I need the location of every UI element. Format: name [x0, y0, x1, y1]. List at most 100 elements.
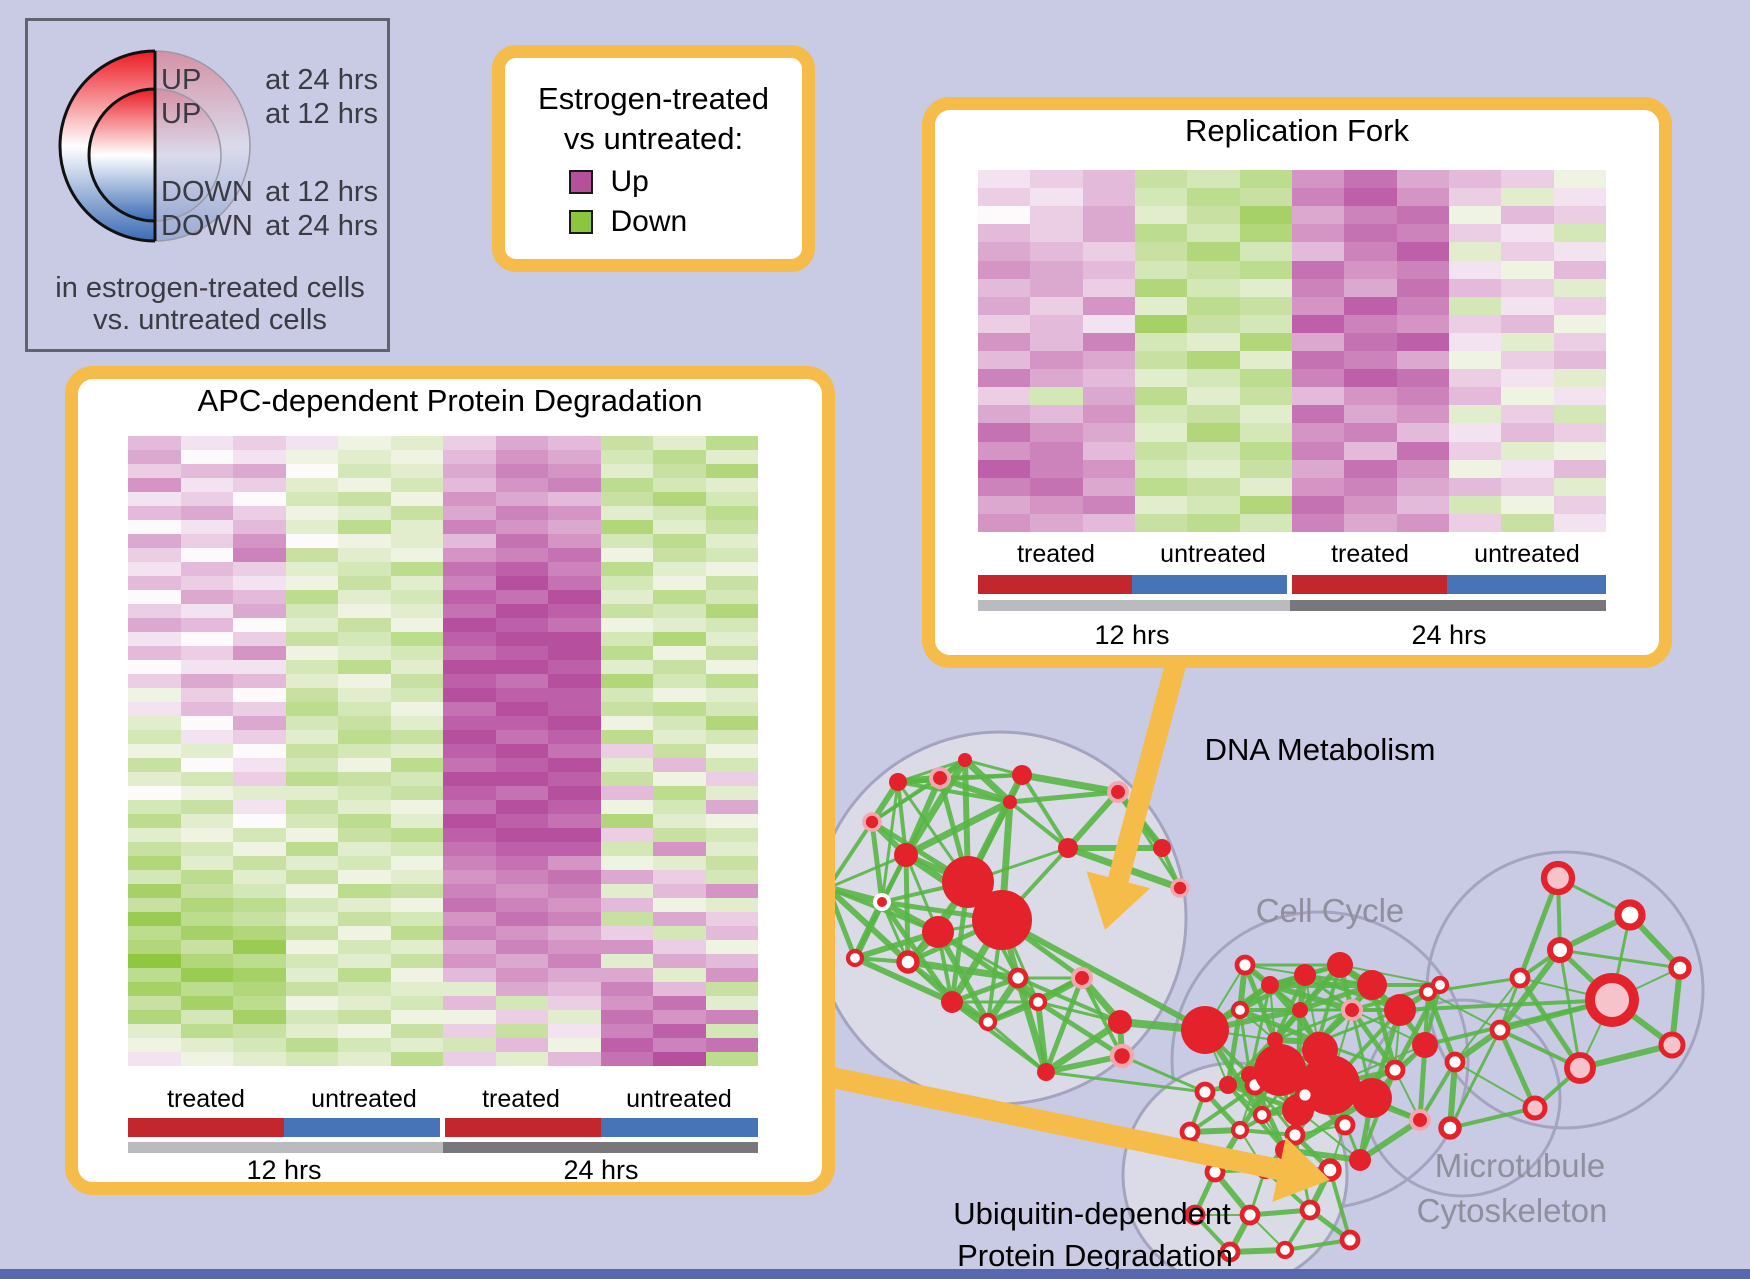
legend-circles-vivid: [60, 51, 155, 241]
heatmap-cell: [128, 450, 181, 464]
heatmap-cell: [495, 618, 548, 632]
heatmap-cell: [443, 464, 496, 478]
heatmap-cell: [180, 604, 233, 618]
rf-bar-treated-24: [1292, 575, 1447, 594]
heatmap-cell: [1030, 296, 1083, 315]
heatmap-cell: [1501, 369, 1554, 388]
heatmap-cell: [285, 436, 338, 450]
heatmap-cell: [1239, 296, 1292, 315]
heatmap-cell: [128, 828, 181, 842]
heatmap-cell: [1134, 459, 1188, 478]
heatmap-cell: [548, 702, 601, 716]
heatmap-cell: [1448, 423, 1502, 442]
heatmap-cell: [443, 828, 496, 842]
heatmap-cell: [548, 758, 601, 772]
heatmap-cell: [285, 674, 338, 688]
heatmap-cell: [128, 1024, 181, 1038]
network-node: [889, 773, 907, 791]
heatmap-cell: [443, 618, 496, 632]
heatmap-cell: [1501, 387, 1554, 406]
heatmap-cell: [495, 646, 548, 660]
heatmap-cell: [1187, 188, 1240, 207]
heatmap-cell: [495, 702, 548, 716]
heatmap-cell: [1291, 387, 1345, 406]
heatmap-cell: [1239, 351, 1292, 370]
heatmap-cell: [1187, 405, 1240, 424]
heatmap-cell: [978, 296, 1031, 315]
heatmap-cell: [1396, 188, 1449, 207]
heatmap-cell: [285, 842, 338, 856]
heatmap-cell: [1239, 260, 1292, 279]
heatmap-cell: [180, 534, 233, 548]
heatmap-cell: [653, 814, 706, 828]
heatmap-cell: [338, 926, 391, 940]
heatmap-cell: [1030, 369, 1083, 388]
heatmap-cell: [548, 968, 601, 982]
heatmap-cell: [653, 786, 706, 800]
heatmap-cell: [1553, 423, 1606, 442]
heatmap-cell: [443, 940, 496, 954]
heatmap-cell: [600, 772, 653, 786]
heatmap-cell: [1291, 332, 1345, 351]
heatmap-cell: [653, 912, 706, 926]
apc-time-12: 12 hrs: [246, 1155, 322, 1185]
heatmap-cell: [180, 464, 233, 478]
heatmap-cell: [233, 520, 286, 534]
heatmap-cell: [1553, 224, 1606, 243]
heatmap-cell: [338, 674, 391, 688]
heatmap-cell: [1344, 332, 1397, 351]
heatmap-cell: [338, 856, 391, 870]
heatmap-cell: [390, 814, 443, 828]
heatmap-cell: [443, 702, 496, 716]
heatmap-cell: [128, 492, 181, 506]
heatmap-cell: [1134, 224, 1188, 243]
heatmap-cell: [978, 513, 1031, 532]
heatmap-cell: [705, 1038, 758, 1052]
heatmap-cell: [705, 856, 758, 870]
heatmap-cell: [1082, 260, 1135, 279]
heatmap-cell: [1344, 423, 1397, 442]
network-node: [972, 890, 1032, 950]
heatmap-cell: [390, 478, 443, 492]
network-label-3: Cytoskeleton: [1417, 1192, 1608, 1229]
heatmap-cell: [978, 206, 1031, 225]
heatmap-cell: [285, 968, 338, 982]
network-node: [922, 916, 954, 948]
heatmap-cell: [1448, 332, 1502, 351]
heatmap-cell: [495, 828, 548, 842]
legend-item-up: Up: [568, 165, 739, 199]
heatmap-cell: [600, 954, 653, 968]
heatmap-cell: [600, 464, 653, 478]
heatmap-cell: [128, 1038, 181, 1052]
heatmap-cell: [233, 590, 286, 604]
heatmap-cell: [1448, 278, 1502, 297]
heatmap-cell: [390, 618, 443, 632]
heatmap-cell: [1396, 405, 1449, 424]
heatmap-cell: [285, 758, 338, 772]
heatmap-cell: [705, 492, 758, 506]
heatmap-cell: [1396, 206, 1449, 225]
heatmap-cell: [600, 562, 653, 576]
heatmap-cell: [1030, 314, 1083, 333]
heatmap-cell: [233, 604, 286, 618]
network-node: [1564, 1052, 1596, 1084]
heatmap-cell: [1187, 278, 1240, 297]
heatmap-cell: [285, 828, 338, 842]
rf-group-treated-24: treated: [1331, 540, 1409, 568]
heatmap-cell: [180, 478, 233, 492]
heatmap-cell: [390, 800, 443, 814]
heatmap-cell: [1396, 495, 1449, 514]
heatmap-cell: [1134, 513, 1188, 532]
heatmap-cell: [600, 436, 653, 450]
heatmap-cell: [338, 688, 391, 702]
heatmap-cell: [548, 982, 601, 996]
heatmap-cell: [128, 478, 181, 492]
heatmap-cell: [1344, 477, 1397, 496]
heatmap-cell: [548, 1010, 601, 1024]
heatmap-cell: [233, 996, 286, 1010]
network-node: [894, 843, 918, 867]
heatmap-cell: [1553, 206, 1606, 225]
heatmap-cell: [128, 912, 181, 926]
heatmap-cell: [600, 730, 653, 744]
heatmap-cell: [1134, 477, 1188, 496]
